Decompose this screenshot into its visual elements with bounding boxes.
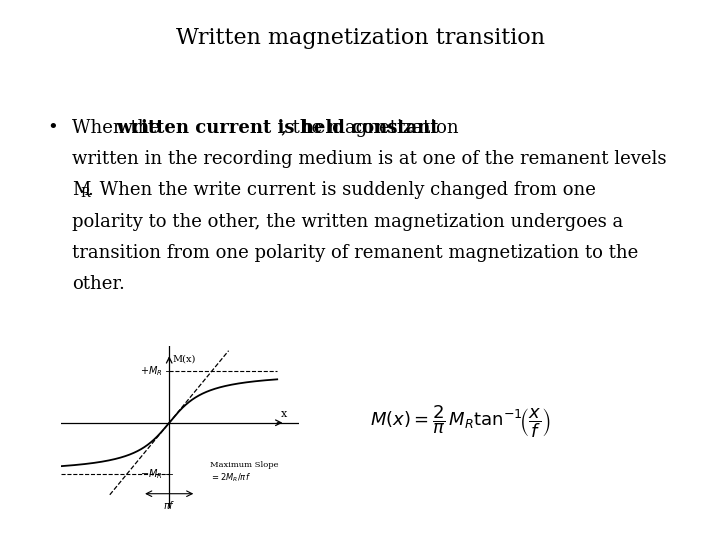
Text: polarity to the other, the written magnetization undergoes a: polarity to the other, the written magne… (72, 213, 624, 231)
Text: $-M_R$: $-M_R$ (140, 467, 163, 481)
Text: Written magnetization transition: Written magnetization transition (176, 27, 544, 49)
Text: transition from one polarity of remanent magnetization to the: transition from one polarity of remanent… (72, 244, 638, 262)
Text: •: • (47, 119, 58, 137)
Text: R: R (81, 187, 90, 200)
Text: written current is held constant: written current is held constant (116, 119, 438, 137)
Text: written in the recording medium is at one of the remanent levels: written in the recording medium is at on… (72, 150, 667, 168)
Text: . When the write current is suddenly changed from one: . When the write current is suddenly cha… (88, 181, 595, 199)
Text: $\pi f$: $\pi f$ (163, 499, 176, 511)
Text: Maximum Slope
$= 2M_R/\pi f$: Maximum Slope $= 2M_R/\pi f$ (210, 461, 278, 484)
Text: $+M_R$: $+M_R$ (140, 364, 163, 378)
Text: $M(x) = \dfrac{2}{\pi}\, M_R\mathrm{tan}^{-1}\!\left(\dfrac{x}{f}\right)$: $M(x) = \dfrac{2}{\pi}\, M_R\mathrm{tan}… (370, 403, 551, 440)
Text: M(x): M(x) (173, 355, 196, 364)
Text: When the: When the (72, 119, 166, 137)
Text: , the magnetization: , the magnetization (281, 119, 458, 137)
Text: x: x (281, 409, 287, 419)
Text: M: M (72, 181, 91, 199)
Text: other.: other. (72, 275, 125, 293)
